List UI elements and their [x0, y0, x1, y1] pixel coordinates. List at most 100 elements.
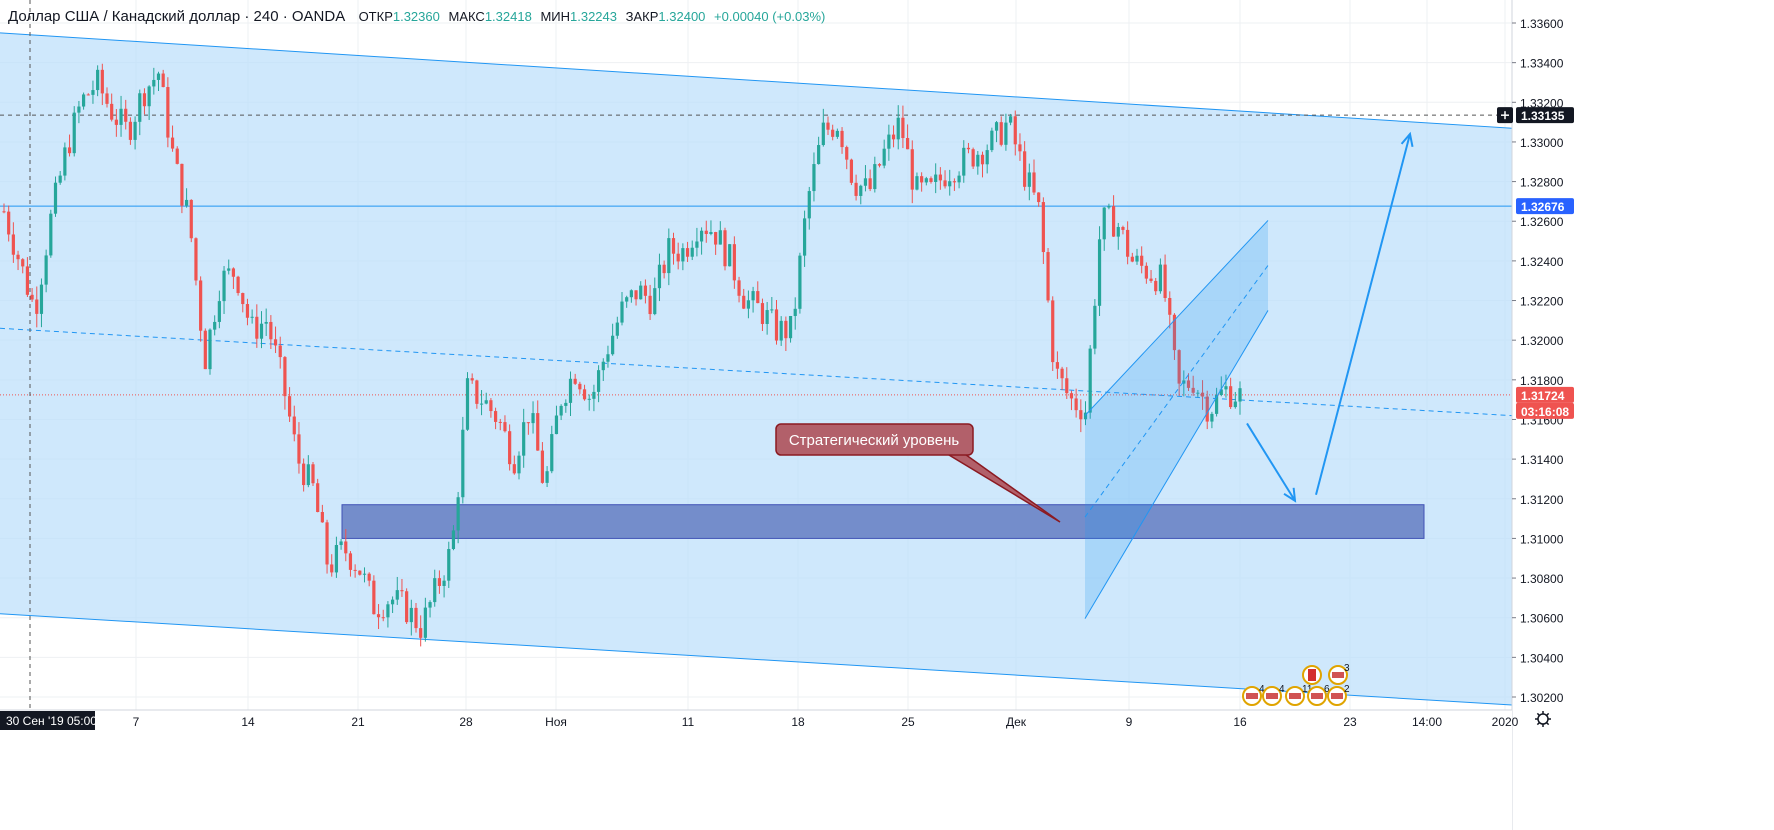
candle[interactable]: [802, 210, 807, 267]
candle[interactable]: [751, 286, 755, 313]
candle[interactable]: [573, 373, 577, 385]
candle[interactable]: [1060, 366, 1064, 391]
candle[interactable]: [1055, 351, 1060, 379]
candle[interactable]: [648, 284, 652, 321]
candle[interactable]: [1041, 197, 1045, 265]
candle[interactable]: [1224, 374, 1228, 398]
candle[interactable]: [971, 147, 975, 169]
candle[interactable]: [835, 128, 839, 139]
crosshair-price-tag[interactable]: [1516, 107, 1574, 124]
channel-upper-line[interactable]: [0, 32, 1513, 129]
candle[interactable]: [250, 309, 254, 324]
candle[interactable]: [423, 597, 427, 642]
candle[interactable]: [442, 575, 446, 598]
candle[interactable]: [938, 167, 942, 190]
candle[interactable]: [114, 109, 118, 137]
candle[interactable]: [358, 570, 362, 576]
candle[interactable]: [245, 298, 250, 326]
candle[interactable]: [1140, 246, 1144, 274]
candle[interactable]: [493, 407, 498, 430]
candle[interactable]: [999, 116, 1003, 147]
candle[interactable]: [1233, 391, 1237, 409]
candle[interactable]: [264, 308, 268, 336]
candle[interactable]: [409, 599, 413, 636]
candle[interactable]: [934, 163, 938, 194]
candle[interactable]: [732, 236, 736, 289]
candle[interactable]: [1163, 254, 1167, 302]
candle[interactable]: [344, 529, 348, 562]
candle[interactable]: [1182, 370, 1186, 397]
candle[interactable]: [203, 328, 207, 370]
candle[interactable]: [297, 422, 301, 474]
forecast-arrow-1[interactable]: [1246, 422, 1296, 502]
candle[interactable]: [817, 136, 821, 165]
candle[interactable]: [639, 281, 643, 300]
candle[interactable]: [592, 384, 596, 412]
candle[interactable]: [96, 65, 100, 97]
candle[interactable]: [91, 80, 95, 104]
small-channel-fill[interactable]: [1085, 220, 1268, 619]
candle[interactable]: [517, 451, 521, 480]
candle[interactable]: [1186, 373, 1191, 391]
candle[interactable]: [461, 416, 465, 504]
candle[interactable]: [1126, 221, 1130, 265]
candle[interactable]: [929, 176, 933, 184]
candle[interactable]: [1229, 377, 1233, 409]
candle[interactable]: [339, 538, 343, 550]
candle[interactable]: [269, 315, 273, 349]
candle[interactable]: [320, 504, 324, 523]
candle[interactable]: [704, 220, 708, 243]
candle[interactable]: [273, 326, 278, 354]
candle[interactable]: [877, 163, 882, 168]
candle[interactable]: [302, 458, 306, 492]
candle[interactable]: [1079, 399, 1083, 433]
candle[interactable]: [625, 295, 629, 308]
candle[interactable]: [671, 232, 676, 265]
candle[interactable]: [227, 259, 231, 275]
candle[interactable]: [643, 279, 648, 304]
candle[interactable]: [1135, 248, 1139, 265]
candle[interactable]: [199, 276, 203, 342]
candle[interactable]: [334, 536, 339, 578]
candle[interactable]: [44, 249, 48, 293]
candle[interactable]: [138, 89, 142, 136]
candle[interactable]: [831, 124, 835, 141]
gear-icon[interactable]: [1535, 711, 1551, 727]
candle[interactable]: [86, 93, 90, 96]
candle[interactable]: [386, 601, 390, 628]
candle[interactable]: [812, 152, 816, 202]
candle[interactable]: [11, 222, 15, 263]
candle[interactable]: [952, 178, 957, 191]
candle[interactable]: [901, 105, 905, 149]
candle[interactable]: [863, 165, 868, 192]
candle[interactable]: [2, 203, 6, 214]
candle[interactable]: [798, 252, 802, 314]
candle[interactable]: [1238, 381, 1242, 415]
candle[interactable]: [957, 171, 961, 189]
candle[interactable]: [489, 398, 493, 418]
candle[interactable]: [405, 588, 409, 624]
candle[interactable]: [231, 267, 236, 289]
candle[interactable]: [962, 140, 966, 183]
candle[interactable]: [1168, 291, 1172, 329]
candle[interactable]: [194, 237, 198, 286]
candle[interactable]: [330, 554, 334, 577]
candle[interactable]: [325, 519, 329, 574]
time-axis[interactable]: 7 14 21 28 Ноя 11 18 25 Дек 9 16 23 14:00 2020 30 Сен …: [0, 709, 1551, 830]
candle[interactable]: [278, 336, 282, 369]
candle[interactable]: [1027, 163, 1031, 201]
candle[interactable]: [311, 461, 315, 487]
level-price-tag[interactable]: [1516, 198, 1574, 215]
small-channel-mid-line[interactable]: [1084, 265, 1269, 518]
candle[interactable]: [1083, 401, 1088, 426]
candle[interactable]: [882, 139, 886, 169]
candle[interactable]: [119, 95, 123, 137]
candle[interactable]: [793, 297, 797, 330]
main-channel-fill[interactable]: [0, 32, 1512, 706]
candle[interactable]: [784, 316, 788, 352]
candle[interactable]: [255, 304, 259, 348]
candle[interactable]: [667, 228, 671, 286]
candle[interactable]: [470, 373, 474, 384]
candle[interactable]: [372, 575, 376, 615]
candle[interactable]: [241, 292, 245, 313]
